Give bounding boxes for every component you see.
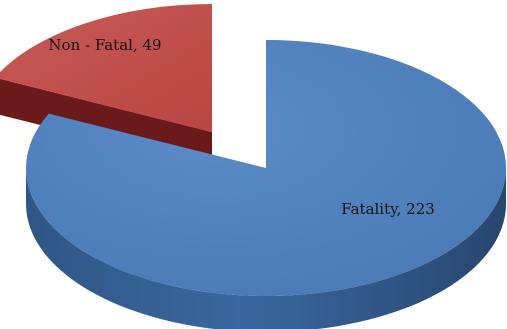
- pie-slice-fatality: [26, 40, 507, 297]
- pie-labels: Fatality, 223 Non - Fatal, 49: [48, 36, 434, 218]
- pie-slice-side-fatality: [26, 168, 506, 329]
- pie-slice-non-fatal: [0, 4, 212, 132]
- data-label-fatality: Fatality, 223: [341, 200, 435, 218]
- pie-slices: [0, 4, 507, 329]
- data-label-non-fatal: Non - Fatal, 49: [48, 36, 161, 54]
